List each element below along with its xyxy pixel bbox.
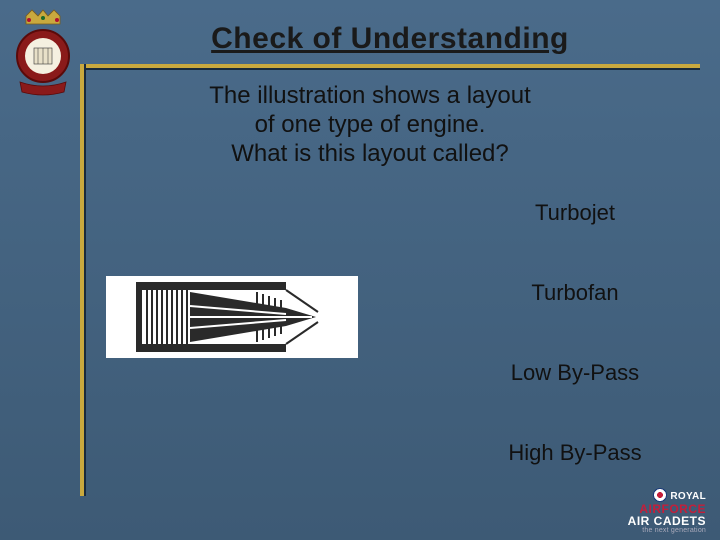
footer-logo: ROYAL AIRFORCE AIR CADETS the next gener… (628, 487, 706, 534)
divider-dark-vertical (84, 64, 86, 496)
option-high-bypass[interactable]: High By-Pass (450, 440, 700, 466)
question-line: of one type of engine. (100, 111, 640, 140)
question-line: The illustration shows a layout (100, 82, 640, 111)
raf-roundel-icon (653, 488, 667, 502)
question-text: The illustration shows a layout of one t… (100, 82, 640, 168)
question-line: What is this layout called? (100, 140, 640, 169)
option-turbojet[interactable]: Turbojet (450, 200, 700, 226)
footer-cadets: AIR CADETS (628, 515, 706, 527)
option-low-bypass[interactable]: Low By-Pass (450, 360, 700, 386)
divider-dark-horizontal (80, 68, 700, 70)
footer-royal: ROYAL (670, 491, 706, 502)
squadron-crest (6, 8, 80, 98)
footer-tagline: the next generation (628, 527, 706, 534)
option-turbofan[interactable]: Turbofan (450, 280, 700, 306)
slide-title: Check of Understanding (100, 22, 680, 56)
answer-options: Turbojet Turbofan Low By-Pass High By-Pa… (450, 200, 700, 520)
engine-illustration (106, 276, 358, 358)
